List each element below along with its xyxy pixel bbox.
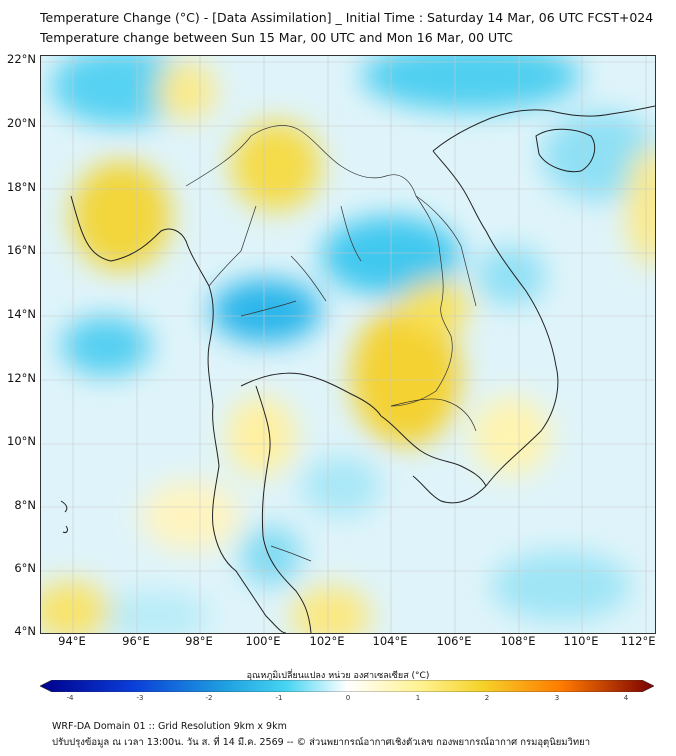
colorbar-tick-1: 1 [415, 694, 421, 702]
colorbar-tick-neg3: -3 [136, 694, 144, 702]
border-myanmar-thailand [208, 205, 257, 287]
colorbar-tick-4: 4 [623, 694, 629, 702]
lat-label-12n: 12°N [7, 371, 36, 385]
colorbar-tick-neg1: -1 [275, 694, 283, 702]
lon-label-98e: 98°E [185, 634, 213, 648]
colorbar [40, 680, 654, 692]
colorbar-tick-0: 0 [345, 694, 351, 702]
border-thailand-malaysia [270, 545, 312, 562]
lat-label-22n: 22°N [7, 52, 36, 66]
lon-label-112e: 112°E [620, 634, 656, 648]
borders [185, 125, 477, 562]
temperature-change-map [40, 55, 656, 634]
mekong-delta [412, 475, 487, 504]
colorbar-ramp [40, 680, 654, 692]
border-thailand-laos-cambodia [185, 125, 453, 407]
map-subtitle: Temperature change between Sun 15 Mar, 0… [40, 30, 513, 45]
lon-label-102e: 102°E [309, 634, 345, 648]
hainan-island [535, 128, 596, 173]
coastlines [60, 105, 655, 633]
andaman-islands [60, 500, 68, 533]
province-boundaries [240, 205, 362, 317]
lon-label-110e: 110°E [563, 634, 599, 648]
lon-label-108e: 108°E [500, 634, 536, 648]
peninsula-east-coast [255, 385, 312, 633]
gulf-of-thailand-head [240, 372, 382, 417]
lat-label-8n: 8°N [14, 498, 36, 512]
lat-label-6n: 6°N [14, 561, 36, 575]
south-china-coast [432, 105, 655, 152]
map-canvas [41, 56, 655, 633]
lon-label-106e: 106°E [436, 634, 472, 648]
model-info: WRF-DA Domain 01 :: Grid Resolution 9km … [52, 721, 287, 732]
lon-label-104e: 104°E [372, 634, 408, 648]
lon-label-100e: 100°E [245, 634, 281, 648]
vietnam-coast [432, 150, 559, 487]
border-laos-vietnam [415, 195, 477, 307]
temperature-field [41, 56, 655, 633]
andaman-coast [70, 195, 287, 633]
lat-label-4n: 4°N [14, 624, 36, 638]
colorbar-tick-3: 3 [554, 694, 560, 702]
colorbar-label: อุณหภูมิเปลี่ยนแปลง หน่วย องศาเซลเซียส (… [246, 671, 430, 681]
lon-label-96e: 96°E [122, 634, 150, 648]
colorbar-tick-neg2: -2 [205, 694, 213, 702]
lon-label-94e: 94°E [58, 634, 86, 648]
lat-label-14n: 14°N [7, 307, 36, 321]
lat-label-18n: 18°N [7, 180, 36, 194]
lat-label-20n: 20°N [7, 116, 36, 130]
colorbar-tick-neg4: -4 [66, 694, 74, 702]
border-cambodia-vietnam [390, 398, 477, 432]
lat-label-10n: 10°N [7, 434, 36, 448]
credits-line: ปรับปรุงข้อมูล ณ เวลา 13:00น. วัน ส. ที่… [52, 737, 591, 748]
map-title: Temperature Change (°C) - [Data Assimila… [40, 10, 654, 25]
lat-label-16n: 16°N [7, 243, 36, 257]
graticule [41, 56, 655, 633]
cambodia-coast [380, 415, 487, 487]
colorbar-tick-2: 2 [484, 694, 490, 702]
